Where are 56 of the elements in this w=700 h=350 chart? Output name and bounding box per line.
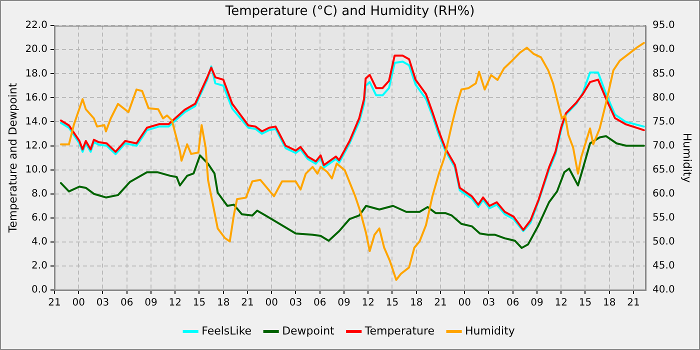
y2-tick-label: 90.0: [652, 44, 675, 56]
x-tick-label: 21: [241, 298, 254, 309]
x-tick-label: 09: [144, 298, 158, 309]
y-axis-title: Temperature and Dewpoint: [6, 82, 20, 234]
y2-axis-title: Humidity: [680, 132, 694, 184]
y2-tick-label: 55.0: [652, 212, 675, 224]
x-tick-label: 15: [386, 298, 399, 309]
y-tick-label: 22.0: [25, 20, 48, 32]
y2-tick-label: 65.0: [652, 164, 675, 176]
x-tick-label: 00: [458, 298, 471, 309]
x-tick-label: 06: [506, 298, 520, 309]
x-tick-label: 12: [554, 298, 568, 309]
x-tick-label: 21: [48, 298, 61, 309]
y-tick-label: 18.0: [25, 68, 48, 80]
y-tick-label: 4.0: [32, 236, 48, 248]
y2-tick-label: 50.0: [652, 236, 675, 248]
y-tick-label: 8.0: [32, 188, 48, 200]
y2-tick-label: 85.0: [652, 68, 675, 80]
x-tick-label: 12: [168, 298, 182, 309]
y2-tick-label: 80.0: [652, 92, 675, 104]
x-tick-label: 18: [410, 298, 423, 309]
y-tick-label: 10.0: [25, 164, 48, 176]
y-tick-label: 16.0: [25, 92, 48, 104]
y-tick-label: 14.0: [25, 116, 48, 128]
x-tick-label: 12: [362, 298, 374, 309]
x-tick-label: 21: [627, 298, 640, 309]
x-tick-label: 09: [530, 298, 544, 309]
x-tick-label: 21: [434, 298, 447, 309]
legend-label: Humidity: [465, 324, 516, 338]
y-tick-label: 20.0: [25, 44, 48, 56]
y2-tick-label: 45.0: [652, 260, 675, 272]
y2-tick-label: 95.0: [652, 20, 675, 32]
x-tick-label: 06: [313, 298, 326, 309]
x-tick-label: 00: [265, 298, 278, 309]
y2-tick-label: 75.0: [652, 116, 675, 128]
chart-title: Temperature (°C) and Humidity (RH%): [224, 4, 475, 20]
x-tick-label: 18: [216, 298, 230, 309]
x-tick-label: 09: [338, 298, 350, 309]
x-tick-label: 15: [192, 298, 206, 309]
y-tick-label: 2.0: [32, 260, 48, 272]
y-tick-label: 0.0: [32, 284, 48, 296]
x-tick-label: 15: [578, 298, 592, 309]
y2-tick-label: 60.0: [652, 188, 675, 200]
x-tick-label: 00: [72, 298, 85, 309]
y-tick-label: 6.0: [32, 212, 48, 224]
x-tick-label: 03: [482, 298, 496, 309]
y2-tick-label: 70.0: [652, 140, 675, 152]
y2-tick-label: 40.0: [652, 284, 675, 296]
x-tick-label: 03: [289, 298, 302, 309]
legend-label: Dewpoint: [282, 324, 336, 338]
legend-label: Temperature: [364, 324, 435, 338]
x-tick-label: 03: [96, 298, 110, 309]
legend-label: FeelsLike: [202, 324, 252, 338]
y-tick-label: 12.0: [25, 140, 48, 152]
x-tick-label: 18: [602, 298, 616, 309]
x-tick-label: 06: [120, 298, 134, 309]
